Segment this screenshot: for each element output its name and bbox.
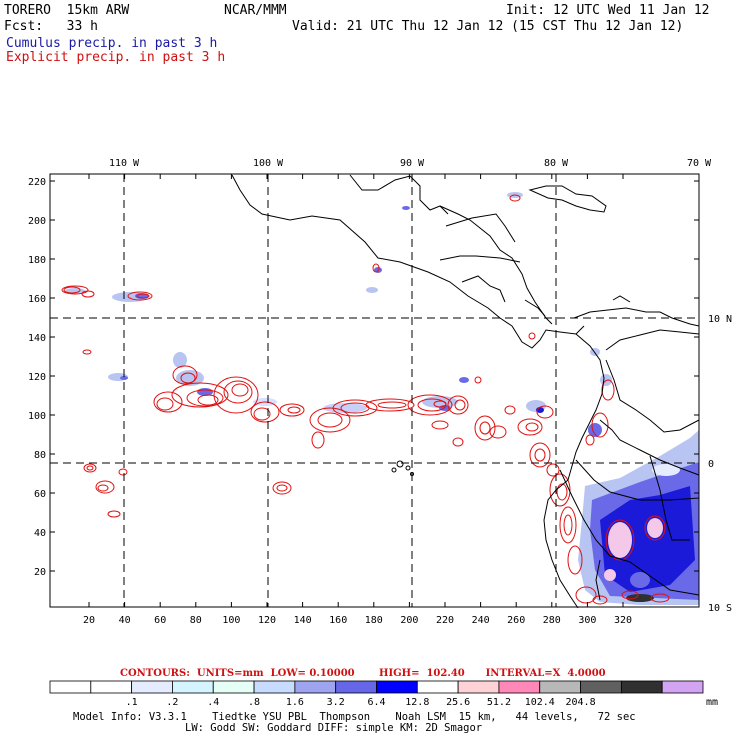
colorbar-unit: mm <box>706 697 718 708</box>
y-tick-label: 140 <box>28 333 46 344</box>
x-tick-label: 100 <box>222 615 240 626</box>
x-tick-label: 200 <box>400 615 418 626</box>
colorbar-label: .2 <box>166 697 178 708</box>
x-tick-label: 160 <box>329 615 347 626</box>
contour-info: CONTOURS: UNITS=mm LOW= 0.10000 HIGH= 10… <box>120 668 606 679</box>
colorbar-swatch <box>661 680 704 694</box>
colorbar-swatch <box>294 680 337 694</box>
x-tick-label: 80 <box>190 615 202 626</box>
x-tick-label: 260 <box>507 615 525 626</box>
colorbar-swatch <box>335 680 377 694</box>
colorbar-label: 3.2 <box>327 697 345 708</box>
init-time: Init: 12 UTC Wed 11 Jan 12 <box>506 3 710 18</box>
map-frame <box>49 173 700 608</box>
cumulus-legend: Cumulus precip. in past 3 h <box>6 36 218 51</box>
x-tick-label: 140 <box>294 615 312 626</box>
x-tick-label: 20 <box>83 615 95 626</box>
y-tick-label: 180 <box>28 255 46 266</box>
colorbar-label: .4 <box>207 697 219 708</box>
y-tick-label: 200 <box>28 216 46 227</box>
axis-labels: 220 200 180 160 140 120 100 80 60 40 20 20 40 60 80 100… <box>28 158 732 626</box>
x-tick-label: 40 <box>119 615 131 626</box>
longitude-label: 70 W <box>687 158 712 169</box>
longitude-label: 100 W <box>253 158 284 169</box>
colorbar-swatch <box>172 680 214 694</box>
latitude-label: 0 <box>708 459 714 470</box>
x-tick-label: 180 <box>365 615 383 626</box>
colorbar: .1 .2 .4 .8 1.6 3.2 6.4 12.8 25.6 51.2 102.4 204.8 m… <box>49 680 718 708</box>
colorbar-swatch <box>620 680 663 694</box>
x-tick-label: 280 <box>543 615 561 626</box>
y-tick-label: 60 <box>34 489 46 500</box>
colorbar-swatch <box>457 680 500 694</box>
coastlines <box>231 174 700 609</box>
colorbar-label: 6.4 <box>367 697 385 708</box>
y-tick-label: 100 <box>28 411 46 422</box>
y-tick-label: 160 <box>28 294 46 305</box>
map-border <box>49 173 700 608</box>
x-tick-label: 120 <box>258 615 276 626</box>
colorbar-label: .1 <box>126 697 138 708</box>
colorbar-swatch <box>90 680 133 694</box>
colorbar-swatch <box>376 680 418 694</box>
colorbar-swatch <box>539 680 581 694</box>
colorbar-swatch <box>49 680 92 694</box>
cumulus-precip-shading <box>65 192 699 605</box>
forecast-hour: Fcst: 33 h <box>4 19 98 34</box>
colorbar-label: 204.8 <box>566 697 596 708</box>
model-title: TORERO 15km ARW <box>4 3 130 18</box>
org-label: NCAR/MMM <box>224 3 287 18</box>
colorbar-label: 25.6 <box>446 697 470 708</box>
x-tick-label: 220 <box>436 615 454 626</box>
colorbar-swatch <box>580 680 622 694</box>
colorbar-swatch <box>212 680 255 694</box>
model-info-line1: Model Info: V3.3.1 Tiedtke YSU PBL Thomp… <box>73 711 636 723</box>
y-tick-label: 20 <box>34 567 46 578</box>
x-tick-label: 60 <box>154 615 166 626</box>
colorbar-label: 51.2 <box>487 697 511 708</box>
explicit-precip-contours <box>61 194 670 605</box>
x-tick-label: 240 <box>472 615 490 626</box>
x-tick-label: 320 <box>614 615 632 626</box>
valid-time: Valid: 21 UTC Thu 12 Jan 12 (15 CST Thu … <box>292 19 684 34</box>
colorbar-swatch <box>498 680 541 694</box>
colorbar-label: 1.6 <box>286 697 304 708</box>
model-info-line2: LW: Godd SW: Goddard DIFF: simple KM: 2D… <box>185 722 483 734</box>
y-tick-label: 40 <box>34 528 46 539</box>
y-tick-label: 220 <box>28 177 46 188</box>
x-tick-label: 300 <box>578 615 596 626</box>
y-tick-label: 80 <box>34 450 46 461</box>
explicit-legend: Explicit precip. in past 3 h <box>6 50 226 65</box>
longitude-label: 110 W <box>109 158 140 169</box>
colorbar-label: .8 <box>248 697 260 708</box>
latitude-label: 10 N <box>708 314 732 325</box>
colorbar-swatch <box>253 680 296 694</box>
colorbar-swatch <box>131 680 173 694</box>
longitude-label: 90 W <box>400 158 425 169</box>
latitude-label: 10 S <box>708 603 732 614</box>
y-tick-label: 120 <box>28 372 46 383</box>
longitude-label: 80 W <box>544 158 569 169</box>
colorbar-label: 102.4 <box>525 697 555 708</box>
colorbar-label: 12.8 <box>405 697 429 708</box>
colorbar-swatch <box>416 680 459 694</box>
